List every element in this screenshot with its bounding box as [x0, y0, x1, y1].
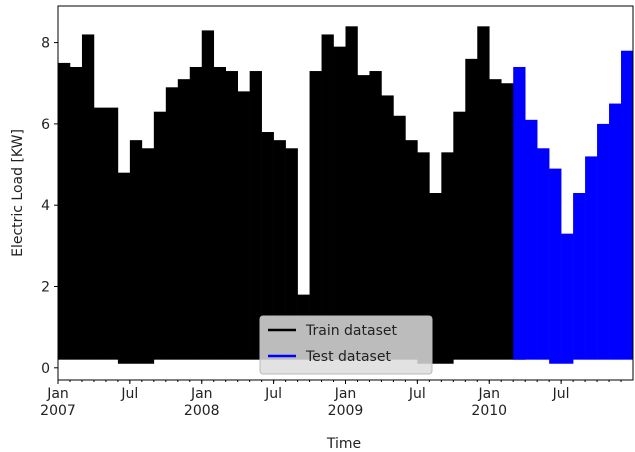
load-range [285, 148, 298, 360]
load-range [597, 123, 610, 360]
load-range [453, 111, 466, 360]
load-range [117, 172, 131, 364]
y-tick-label: 6 [41, 117, 50, 133]
load-range [189, 66, 203, 360]
load-range [129, 140, 143, 364]
load-range [153, 111, 167, 360]
y-tick-label: 8 [41, 36, 50, 52]
y-tick-label: 4 [41, 198, 50, 214]
load-range [477, 26, 490, 360]
load-range [501, 83, 514, 360]
load-range [69, 66, 83, 360]
load-range [549, 168, 562, 364]
x-tick-label: Jul [408, 386, 426, 402]
load-range [93, 107, 107, 360]
load-range [381, 95, 394, 360]
y-tick-label: 0 [41, 361, 50, 377]
load-range [369, 71, 382, 360]
x-tick-label: Jul [121, 386, 139, 402]
load-range [609, 103, 622, 360]
load-range [441, 152, 454, 364]
load-range [537, 148, 550, 360]
load-range [573, 193, 586, 360]
load-range [333, 46, 346, 360]
load-range [81, 34, 95, 360]
legend-box [259, 315, 433, 375]
load-range [585, 156, 598, 360]
load-range [561, 233, 574, 364]
load-range [525, 119, 538, 360]
load-range [405, 140, 418, 360]
load-range [201, 30, 215, 360]
load-range [513, 66, 526, 360]
load-range [58, 62, 71, 360]
load-range [465, 58, 478, 360]
load-range [273, 140, 286, 360]
x-tick-label: Jul [265, 386, 283, 402]
load-range [177, 79, 191, 360]
load-range [621, 50, 634, 360]
load-range [489, 79, 502, 360]
load-range [213, 66, 227, 360]
x-tick-label: Jan 2007 [40, 386, 76, 419]
legend-label: Test dataset [305, 349, 391, 365]
x-tick-label: Jan 2009 [327, 386, 364, 419]
load-range [357, 75, 370, 360]
load-range [105, 107, 119, 360]
x-tick-label: Jul [552, 386, 570, 402]
load-range [321, 34, 334, 360]
x-tick-label: Jan 2010 [471, 386, 508, 419]
load-range [225, 71, 238, 360]
load-range [309, 71, 322, 360]
legend: Train dataset Test dataset [259, 315, 433, 375]
load-range [261, 132, 274, 360]
load-range [165, 87, 179, 360]
load-range [417, 152, 430, 364]
load-range [393, 115, 406, 360]
load-range [345, 26, 358, 360]
x-tick-label: Jan 2008 [183, 386, 220, 419]
x-axis-label: Time [326, 436, 361, 452]
legend-label: Train dataset [305, 323, 397, 339]
load-range [237, 91, 250, 360]
y-axis-label: Electric Load [KW] [10, 129, 26, 257]
y-tick-label: 2 [41, 280, 50, 296]
load-range [249, 71, 262, 360]
load-range [141, 148, 155, 364]
